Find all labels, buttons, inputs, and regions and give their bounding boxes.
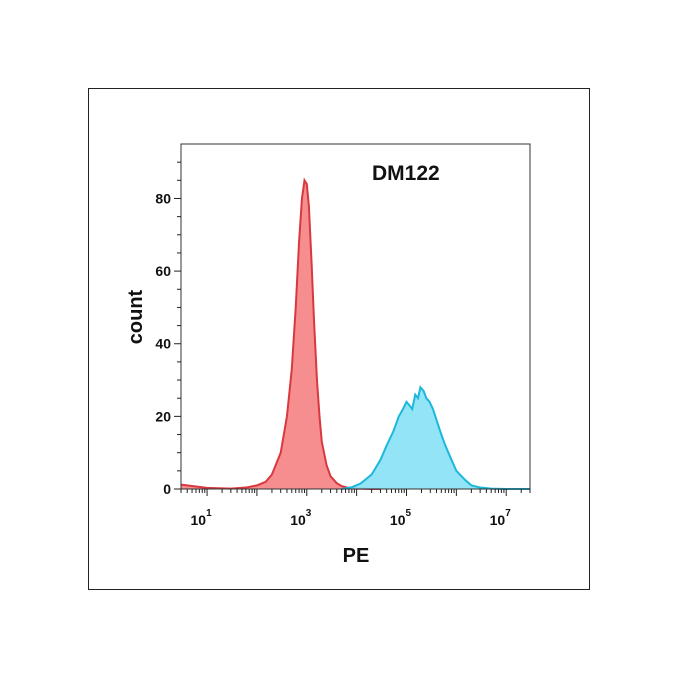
series-2-fill (341, 387, 530, 489)
y-tick-label: 80 (155, 190, 171, 206)
x-tick-label: 105 (390, 508, 412, 528)
x-tick-label: 107 (490, 508, 512, 528)
x-tick-label: 101 (190, 508, 212, 528)
plot-area-border (180, 143, 531, 490)
y-tick-label: 0 (163, 481, 171, 497)
figure-frame: 0 20 40 60 80 101 103 105 107 DM122 PE count (88, 88, 590, 590)
x-axis-label: PE (343, 545, 370, 567)
y-axis-label: count (125, 289, 147, 344)
y-axis-ticks: 0 20 40 60 80 (155, 161, 181, 497)
series-1-outline (180, 177, 381, 490)
y-tick-label: 20 (155, 408, 171, 424)
series-1-fill (181, 180, 381, 489)
y-tick-label: 60 (155, 263, 171, 279)
series-layer (180, 177, 530, 490)
x-axis-ticks: 101 103 105 107 (180, 489, 531, 528)
series-2-outline (341, 385, 530, 490)
histogram-chart: 0 20 40 60 80 101 103 105 107 DM122 PE count (125, 143, 531, 567)
x-tick-label: 103 (290, 508, 312, 528)
chart-title: DM122 (372, 162, 440, 185)
y-tick-label: 40 (155, 336, 171, 352)
